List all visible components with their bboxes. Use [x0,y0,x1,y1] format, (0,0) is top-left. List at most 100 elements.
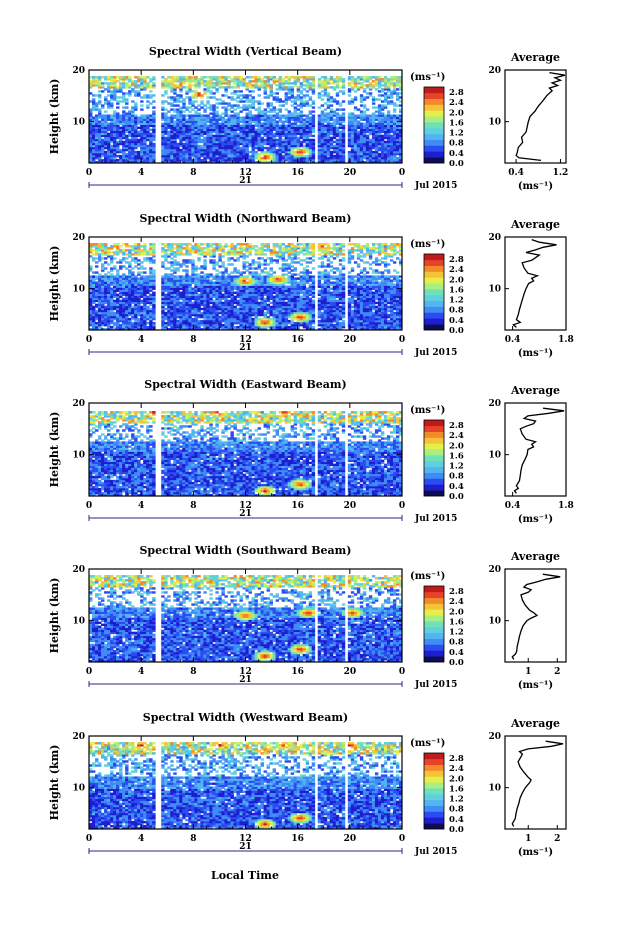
heatmap-cell [164,78,167,80]
heatmap-cell [242,104,245,106]
heatmap-cell [342,112,345,114]
heatmap-cell [209,306,212,308]
heatmap-cell [366,96,369,98]
heatmap-cell [387,100,390,102]
heatmap-cell [92,76,95,78]
heatmap-cell [116,261,119,263]
heatmap-cell [164,249,167,251]
heatmap-cell [140,265,143,267]
heatmap-cell [113,110,116,112]
heatmap-cell [252,114,255,116]
heatmap-cell [122,106,125,108]
heatmap-cell [249,90,252,92]
heatmap-cell [179,76,182,78]
heatmap-cell [258,100,261,102]
heatmap-cell [125,257,128,259]
heatmap-cell [291,86,294,88]
heatmap-cell [206,76,209,78]
heatmap-cell [300,149,303,151]
heatmap-cell [324,108,327,110]
heatmap-cell [119,300,122,302]
heatmap-cell [167,243,170,245]
heatmap-cell [252,90,255,92]
heatmap-cell [255,129,258,131]
heatmap-cell [342,108,345,110]
heatmap-cell [200,94,203,96]
heatmap-cell [267,147,270,149]
heatmap-cell [242,94,245,96]
heatmap-cell [203,114,206,116]
heatmap-cell [384,104,387,106]
heatmap-cell [309,76,312,78]
heatmap-cell [321,110,324,112]
heatmap-cell [110,114,113,116]
heatmap-cell [212,300,215,302]
heatmap-cell [104,243,107,245]
heatmap-cell [134,151,137,153]
heatmap-cell [230,78,233,80]
heatmap-cell [218,114,221,116]
heatmap-cell [92,243,95,245]
colorbar-swatch [424,122,444,128]
heatmap-cell [336,108,339,110]
heatmap-cell [116,159,119,161]
heatmap-cell [104,88,107,90]
heatmap-cell [267,114,270,116]
heatmap-cell [336,100,339,102]
heatmap-cell [116,100,119,102]
colorbar-swatch [424,87,444,93]
day-label: 21 [239,176,252,186]
heatmap-cell [149,243,152,245]
heatmap-cell [209,243,212,245]
heatmap-cell [291,112,294,114]
heatmap-cell [200,145,203,147]
figure: Spectral Width (Vertical Beam)0 4 8 12 16 20 0… [0,0,620,929]
heatmap-cell [194,110,197,112]
heatmap-cell [188,76,191,78]
heatmap-cell [351,86,354,88]
heatmap-cell [372,151,375,153]
heatmap-cell [203,259,206,261]
heatmap-cell [351,98,354,100]
heatmap-cell [312,135,315,137]
heatmap-cell [164,273,167,275]
heatmap-cell [351,112,354,114]
heatmap-cell [249,110,252,112]
heatmap-cell [125,261,128,263]
heatmap-cell [131,267,134,269]
heatmap-cell [134,243,137,245]
heatmap-cell [330,151,333,153]
heatmap-cell [381,94,384,96]
heatmap-cell [375,123,378,125]
heatmap-cell [212,104,215,106]
heatmap-cell [387,110,390,112]
heatmap-cell [101,243,104,245]
date-label: Jul 2015 [414,181,457,191]
heatmap-cell [282,139,285,141]
heatmap-cell [128,245,131,247]
heatmap-cell [176,143,179,145]
heatmap-cell [303,84,306,86]
heatmap-cell [218,98,221,100]
heatmap-cell [173,121,176,123]
heatmap-cell [270,76,273,78]
heatmap-cell [173,104,176,106]
heatmap-cell [300,141,303,143]
heatmap-cells [89,243,402,330]
heatmap-cell [297,94,300,96]
heatmap-cell [161,123,164,125]
heatmap-cell [185,96,188,98]
heatmap-cell [236,112,239,114]
heatmap-cell [321,90,324,92]
heatmap-cell [164,322,167,324]
heatmap-cell [131,88,134,90]
heatmap-cell [95,243,98,245]
heatmap-cell [312,100,315,102]
heatmap-cell [152,143,155,145]
heatmap-cell [224,267,227,269]
heatmap-cell [303,114,306,116]
heatmap-cell [197,108,200,110]
heatmap-cell [95,310,98,312]
heatmap-cell [146,257,149,259]
heatmap-cell [164,90,167,92]
